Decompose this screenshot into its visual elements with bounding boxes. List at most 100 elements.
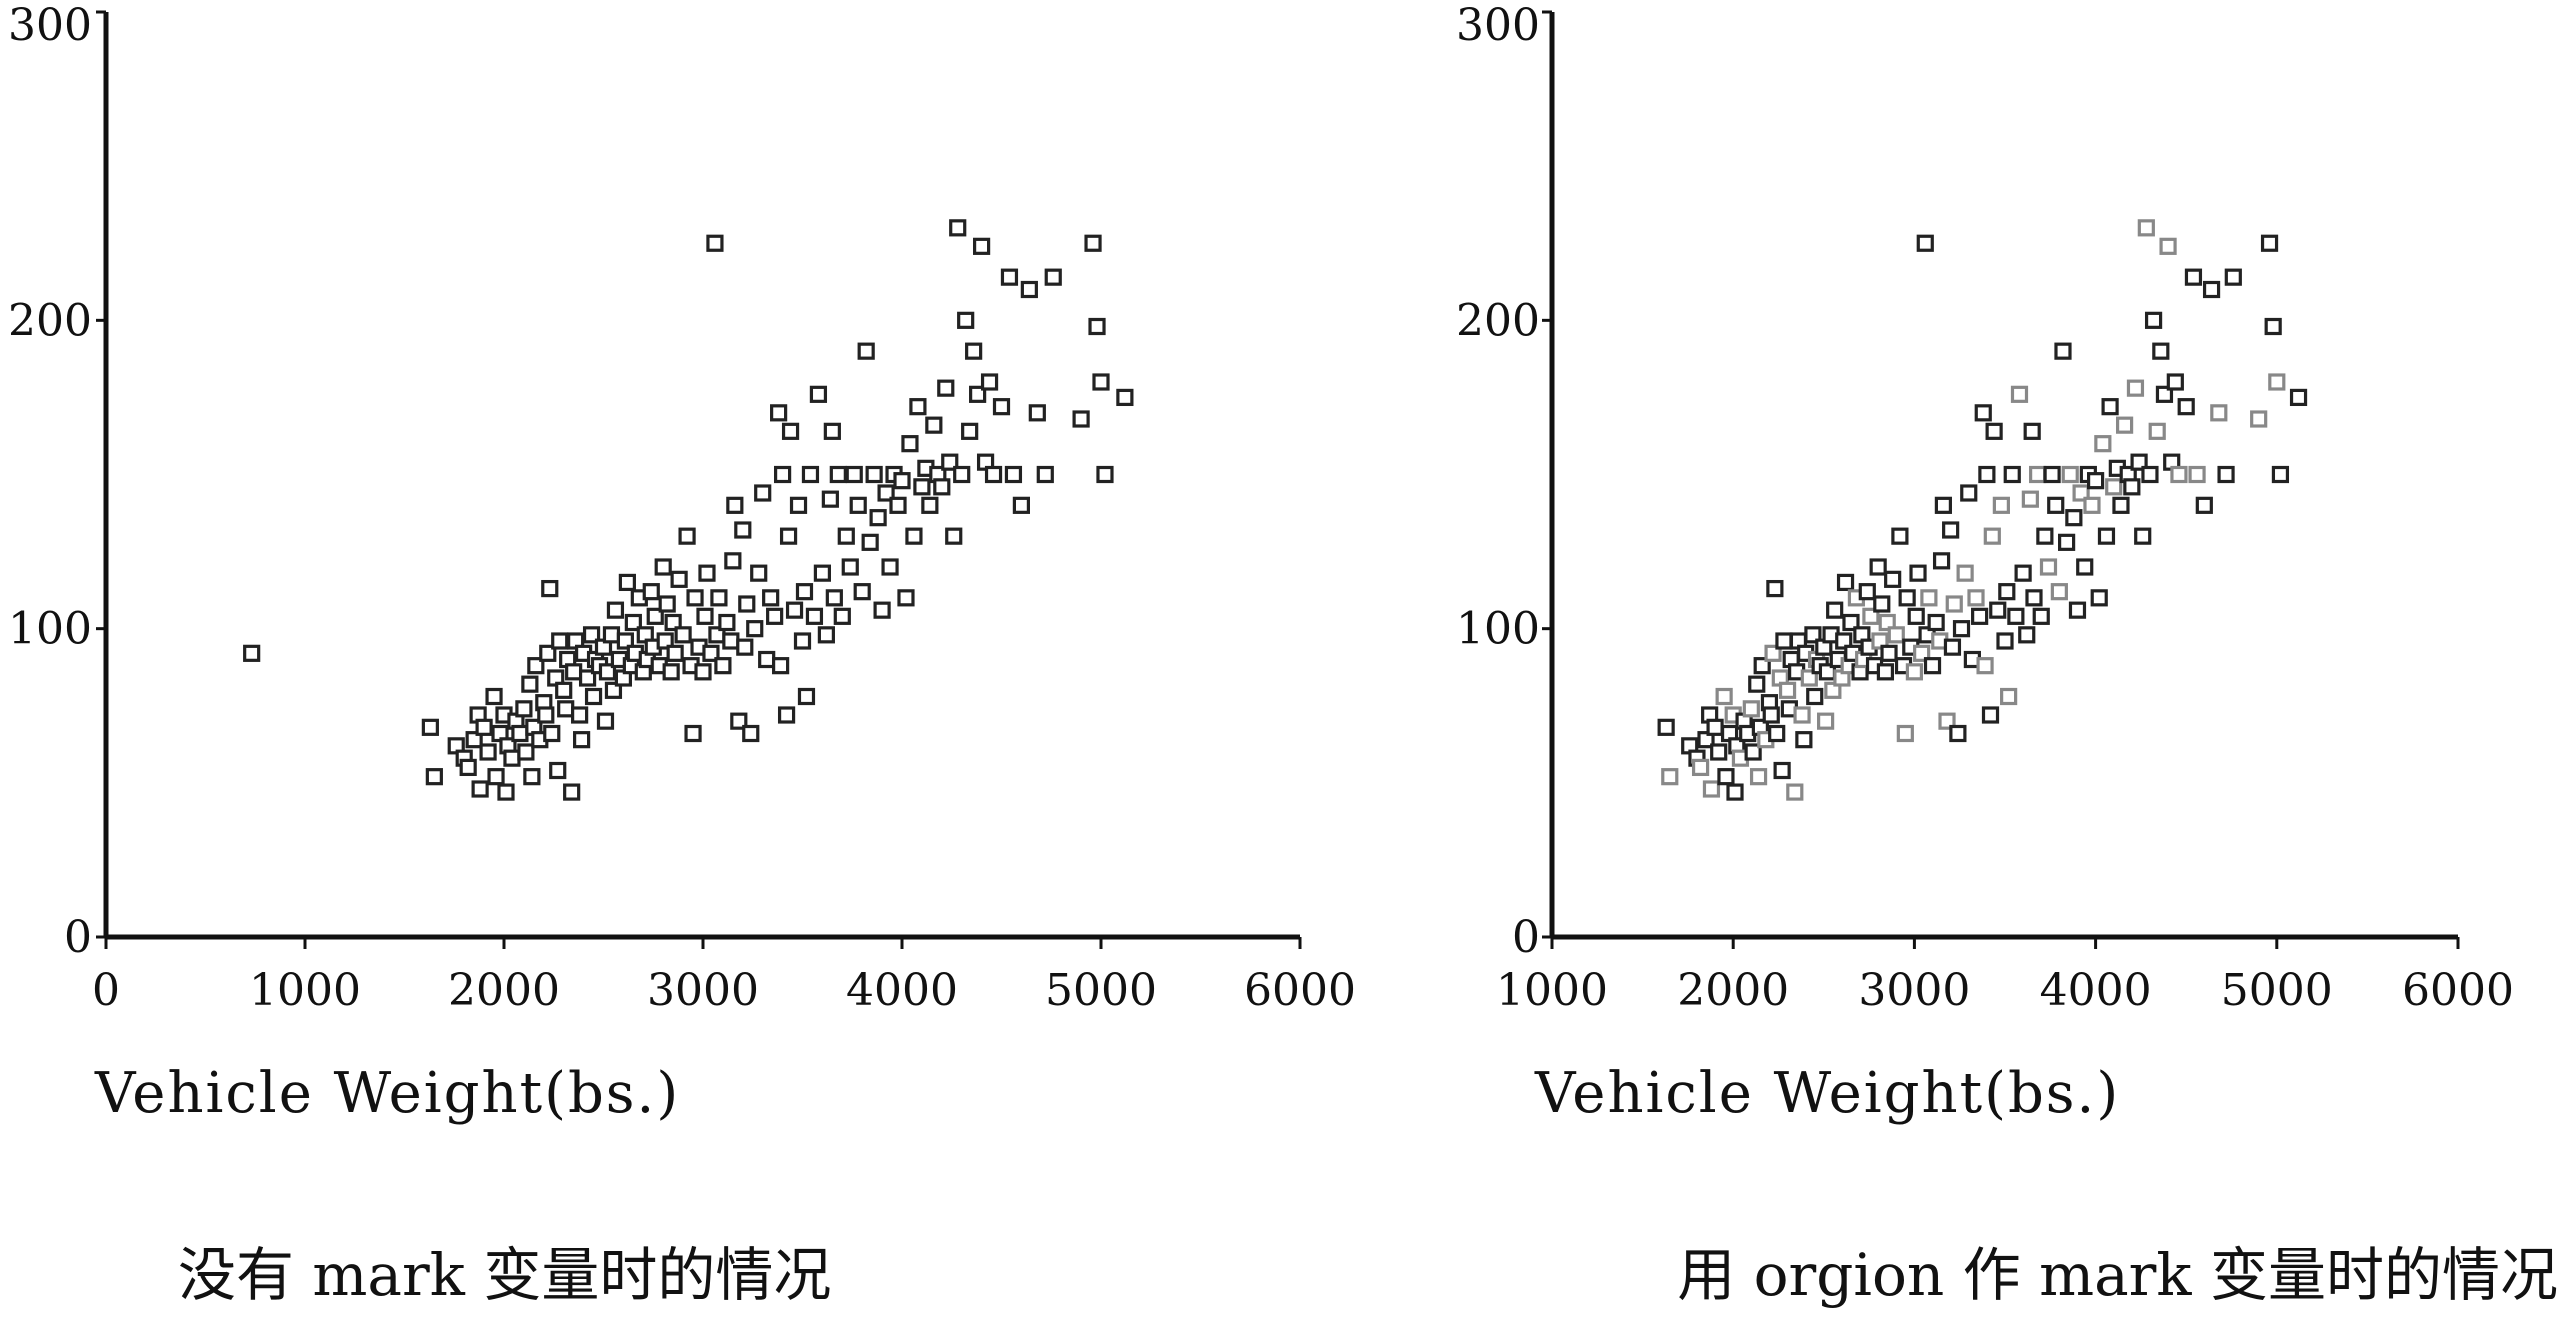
data-point (957, 311, 975, 329)
data-point (642, 583, 660, 601)
data-point (2010, 385, 2029, 403)
data-point (861, 533, 879, 551)
data-point (1748, 675, 1766, 693)
data-point (821, 490, 839, 508)
data-point (1000, 268, 1019, 286)
data-point (2090, 589, 2108, 607)
y-tick-label: 200 (8, 295, 92, 346)
data-point (1898, 589, 1916, 607)
x-tick-label: 4000 (846, 965, 958, 1016)
data-point (2250, 410, 2268, 428)
data-point (527, 657, 545, 675)
data-point (797, 687, 816, 706)
data-point (2137, 219, 2155, 237)
data-point (1012, 496, 1031, 514)
data-point (1116, 388, 1134, 407)
data-point (2032, 607, 2050, 625)
data-point (961, 422, 979, 440)
data-point (1956, 564, 1974, 582)
data-point (1835, 632, 1853, 650)
data-point (742, 724, 760, 743)
data-point (551, 632, 569, 650)
y-tick-label: 100 (1456, 604, 1540, 655)
data-point (2170, 465, 2188, 484)
data-point (736, 638, 754, 656)
data-point (1072, 410, 1090, 428)
data-point (2202, 280, 2221, 299)
data-point (2148, 422, 2166, 440)
data-point (2152, 342, 2170, 360)
data-point (696, 607, 714, 625)
data-point (845, 465, 863, 484)
data-point (1981, 706, 2000, 724)
data-point (1084, 234, 1102, 252)
data-point (825, 589, 843, 607)
data-point (1742, 700, 1760, 718)
y-tick-label: 0 (64, 912, 92, 963)
data-point (1826, 601, 1844, 619)
data-point (1657, 718, 1675, 736)
data-point (706, 234, 724, 252)
data-point (1923, 657, 1942, 675)
data-point (921, 496, 939, 514)
x-tick-label: 2000 (448, 965, 560, 1016)
data-point (2195, 496, 2213, 514)
data-point (1793, 706, 1811, 724)
data-point (1092, 373, 1110, 391)
data-point (746, 620, 764, 638)
data-point (563, 783, 581, 801)
data-point (722, 632, 740, 650)
data-point (1691, 758, 1710, 777)
data-point (2188, 465, 2206, 484)
data-point (618, 573, 636, 592)
data-point (813, 564, 832, 582)
data-point (1869, 558, 1887, 576)
data-point (793, 632, 812, 650)
data-point (2268, 373, 2286, 391)
data-point (949, 219, 967, 237)
data-point (1817, 712, 1835, 730)
data-point (1836, 573, 1855, 592)
x-tick-label: 6000 (2402, 965, 2514, 1016)
data-point (965, 342, 983, 360)
data-point (1891, 527, 1909, 545)
data-point (773, 465, 792, 484)
x-tick-label: 3000 (1858, 965, 1970, 1016)
x-tick-label: 1000 (1496, 965, 1608, 1016)
data-point (829, 465, 847, 484)
data-point (2155, 385, 2174, 403)
data-point (674, 626, 692, 644)
data-point (893, 472, 911, 490)
data-point (658, 595, 676, 613)
data-point (730, 712, 748, 730)
data-point (459, 758, 477, 777)
data-point (2036, 527, 2054, 545)
data-point (421, 718, 439, 736)
data-point (1706, 718, 1724, 736)
data-point (2123, 478, 2141, 496)
data-point (837, 527, 855, 545)
data-point (571, 706, 589, 724)
data-point (2159, 237, 2177, 255)
scatter-chart-left: 0 1000 2000 3000 4000 5000 6000 0 100 200 300 Vehic… (8, 0, 1356, 1126)
data-point (2144, 311, 2163, 329)
data-point (1896, 724, 1914, 743)
data-point (1795, 731, 1813, 749)
data-point (2058, 533, 2076, 551)
x-tick-label: 3000 (647, 965, 759, 1016)
data-point (2039, 558, 2058, 576)
data-point (750, 564, 768, 582)
data-point (1927, 613, 1945, 632)
data-point (710, 589, 728, 607)
data-point (901, 435, 919, 453)
data-point (754, 484, 772, 502)
data-point (766, 607, 784, 625)
data-point (873, 601, 891, 619)
data-point (1878, 613, 1896, 632)
data-point (2021, 490, 2039, 508)
data-point (1036, 465, 1054, 484)
data-point (549, 761, 567, 780)
data-point (1858, 583, 1876, 601)
data-point (992, 398, 1011, 416)
